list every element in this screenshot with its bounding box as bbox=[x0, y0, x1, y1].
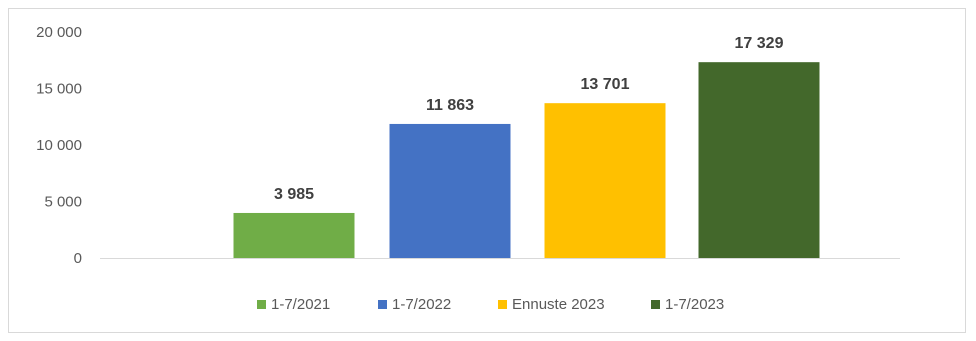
y-tick-label: 20 000 bbox=[36, 24, 82, 41]
legend-label: 1-7/2021 bbox=[271, 296, 330, 313]
data-labels-group: 3 985 11 863 13 701 17 329 bbox=[274, 35, 784, 203]
legend-swatch bbox=[257, 300, 266, 309]
data-label: 3 985 bbox=[274, 186, 314, 203]
y-axis: 0 5 000 10 000 15 000 20 000 bbox=[36, 24, 82, 267]
legend-label: Ennuste 2023 bbox=[512, 296, 605, 313]
legend: 1-7/2021 1-7/2022 Ennuste 2023 1-7/2023 bbox=[257, 296, 724, 313]
legend-label: 1-7/2022 bbox=[392, 296, 451, 313]
legend-swatch bbox=[378, 300, 387, 309]
bar-1 bbox=[233, 212, 355, 258]
legend-swatch bbox=[498, 300, 507, 309]
y-tick-label: 5 000 bbox=[44, 194, 82, 211]
legend-swatch bbox=[651, 300, 660, 309]
bar-2 bbox=[389, 123, 511, 259]
bars-group bbox=[233, 62, 820, 259]
data-label: 11 863 bbox=[426, 97, 474, 114]
bar-3 bbox=[544, 103, 666, 258]
data-label: 17 329 bbox=[735, 35, 784, 52]
y-tick-label: 15 000 bbox=[36, 81, 82, 98]
y-tick-label: 10 000 bbox=[36, 137, 82, 154]
data-label: 13 701 bbox=[581, 76, 630, 93]
bar-4 bbox=[698, 62, 820, 259]
legend-label: 1-7/2023 bbox=[665, 296, 724, 313]
y-tick-label: 0 bbox=[74, 250, 82, 267]
